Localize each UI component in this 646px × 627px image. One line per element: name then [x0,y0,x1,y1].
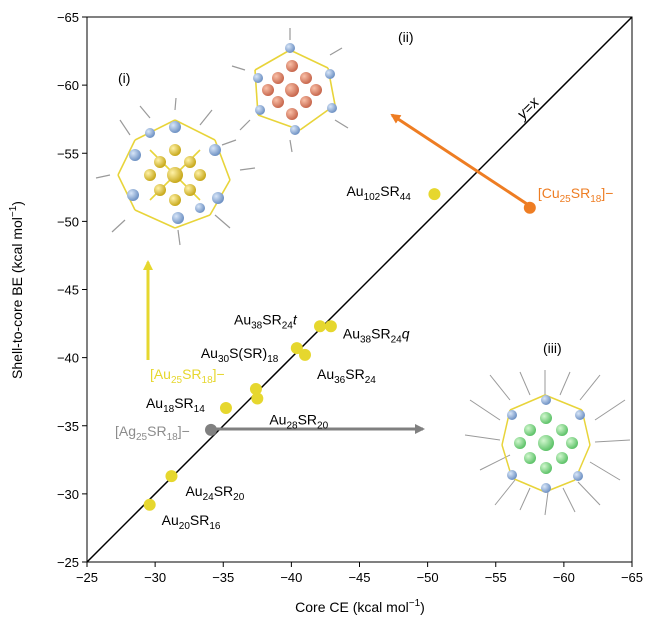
data-point [299,348,311,361]
x-axis-label: Core CE (kcal mol−1) [295,598,425,615]
point-label: [Cu25SR18]− [538,185,614,205]
point-label: Au18SR14 [146,395,205,415]
point-label: [Ag25SR18]− [115,423,190,443]
y-tick-label: −30 [57,487,79,502]
data-point [428,188,441,201]
x-tick-label: −25 [76,570,98,585]
data-point [251,392,264,405]
x-tick-label: −30 [144,570,166,585]
copper-cluster-structure [231,28,349,153]
y-tick-label: −40 [57,351,79,366]
data-point [324,320,337,333]
gold-cluster-structure [95,97,256,246]
point-label: Au24SR20 [185,483,244,503]
point-labels: Au20SR16 Au24SR20 Au18SR14 Au28SR20 [Au25SR1… [115,183,613,532]
data-point [165,470,178,483]
data-point [290,342,303,355]
x-tick-label: −55 [485,570,507,585]
data-point [249,382,262,395]
data-point [219,402,232,415]
y-tick-label: −55 [57,146,79,161]
point-label: Au30S(SR)18 [201,345,279,365]
data-point [143,498,156,511]
x-tick-label: −35 [212,570,234,585]
x-tick-label: −45 [348,570,370,585]
panel-label-i: (i) [118,70,130,86]
point-label: Au102SR44 [346,183,411,203]
y-tick-label: −45 [57,283,79,298]
panel-label-iii: (iii) [543,340,562,356]
y-tick-label: −25 [57,555,79,570]
x-tick-label: −65 [621,570,643,585]
copper-arrow [390,113,528,206]
y-tick-label: −35 [57,419,79,434]
x-tick-label: −60 [553,570,575,585]
point-label: Au38SR24t [234,311,298,331]
data-point [313,320,326,333]
y-axis-label: Shell-to-core BE (kcal mol−1) [8,201,25,379]
diagonal-line [86,16,633,563]
y-tick-label: −65 [57,10,79,25]
point-label: Au38SR24q [343,325,410,345]
point-label: Au28SR20 [269,412,328,432]
data-point [523,201,536,214]
point-label: Au20SR16 [162,512,221,532]
diagonal-label: y=x [513,94,543,124]
panel-label-ii: (ii) [398,29,414,45]
point-label: [Au25SR18]− [150,366,225,386]
y-axis-ticks: −25 −30 −35 −40 −45 −50 −55 −60 −65 [57,10,87,570]
silver-cluster-structure [464,370,631,516]
data-point [204,423,217,436]
y-tick-label: −60 [57,78,79,93]
y-tick-label: −50 [57,214,79,229]
x-axis-ticks: −25 −30 −35 −40 −45 −50 −55 −60 −65 [76,562,643,585]
x-tick-label: −50 [417,570,439,585]
x-tick-label: −40 [280,570,302,585]
point-label: Au36SR24 [317,366,376,386]
data-points [143,188,536,511]
